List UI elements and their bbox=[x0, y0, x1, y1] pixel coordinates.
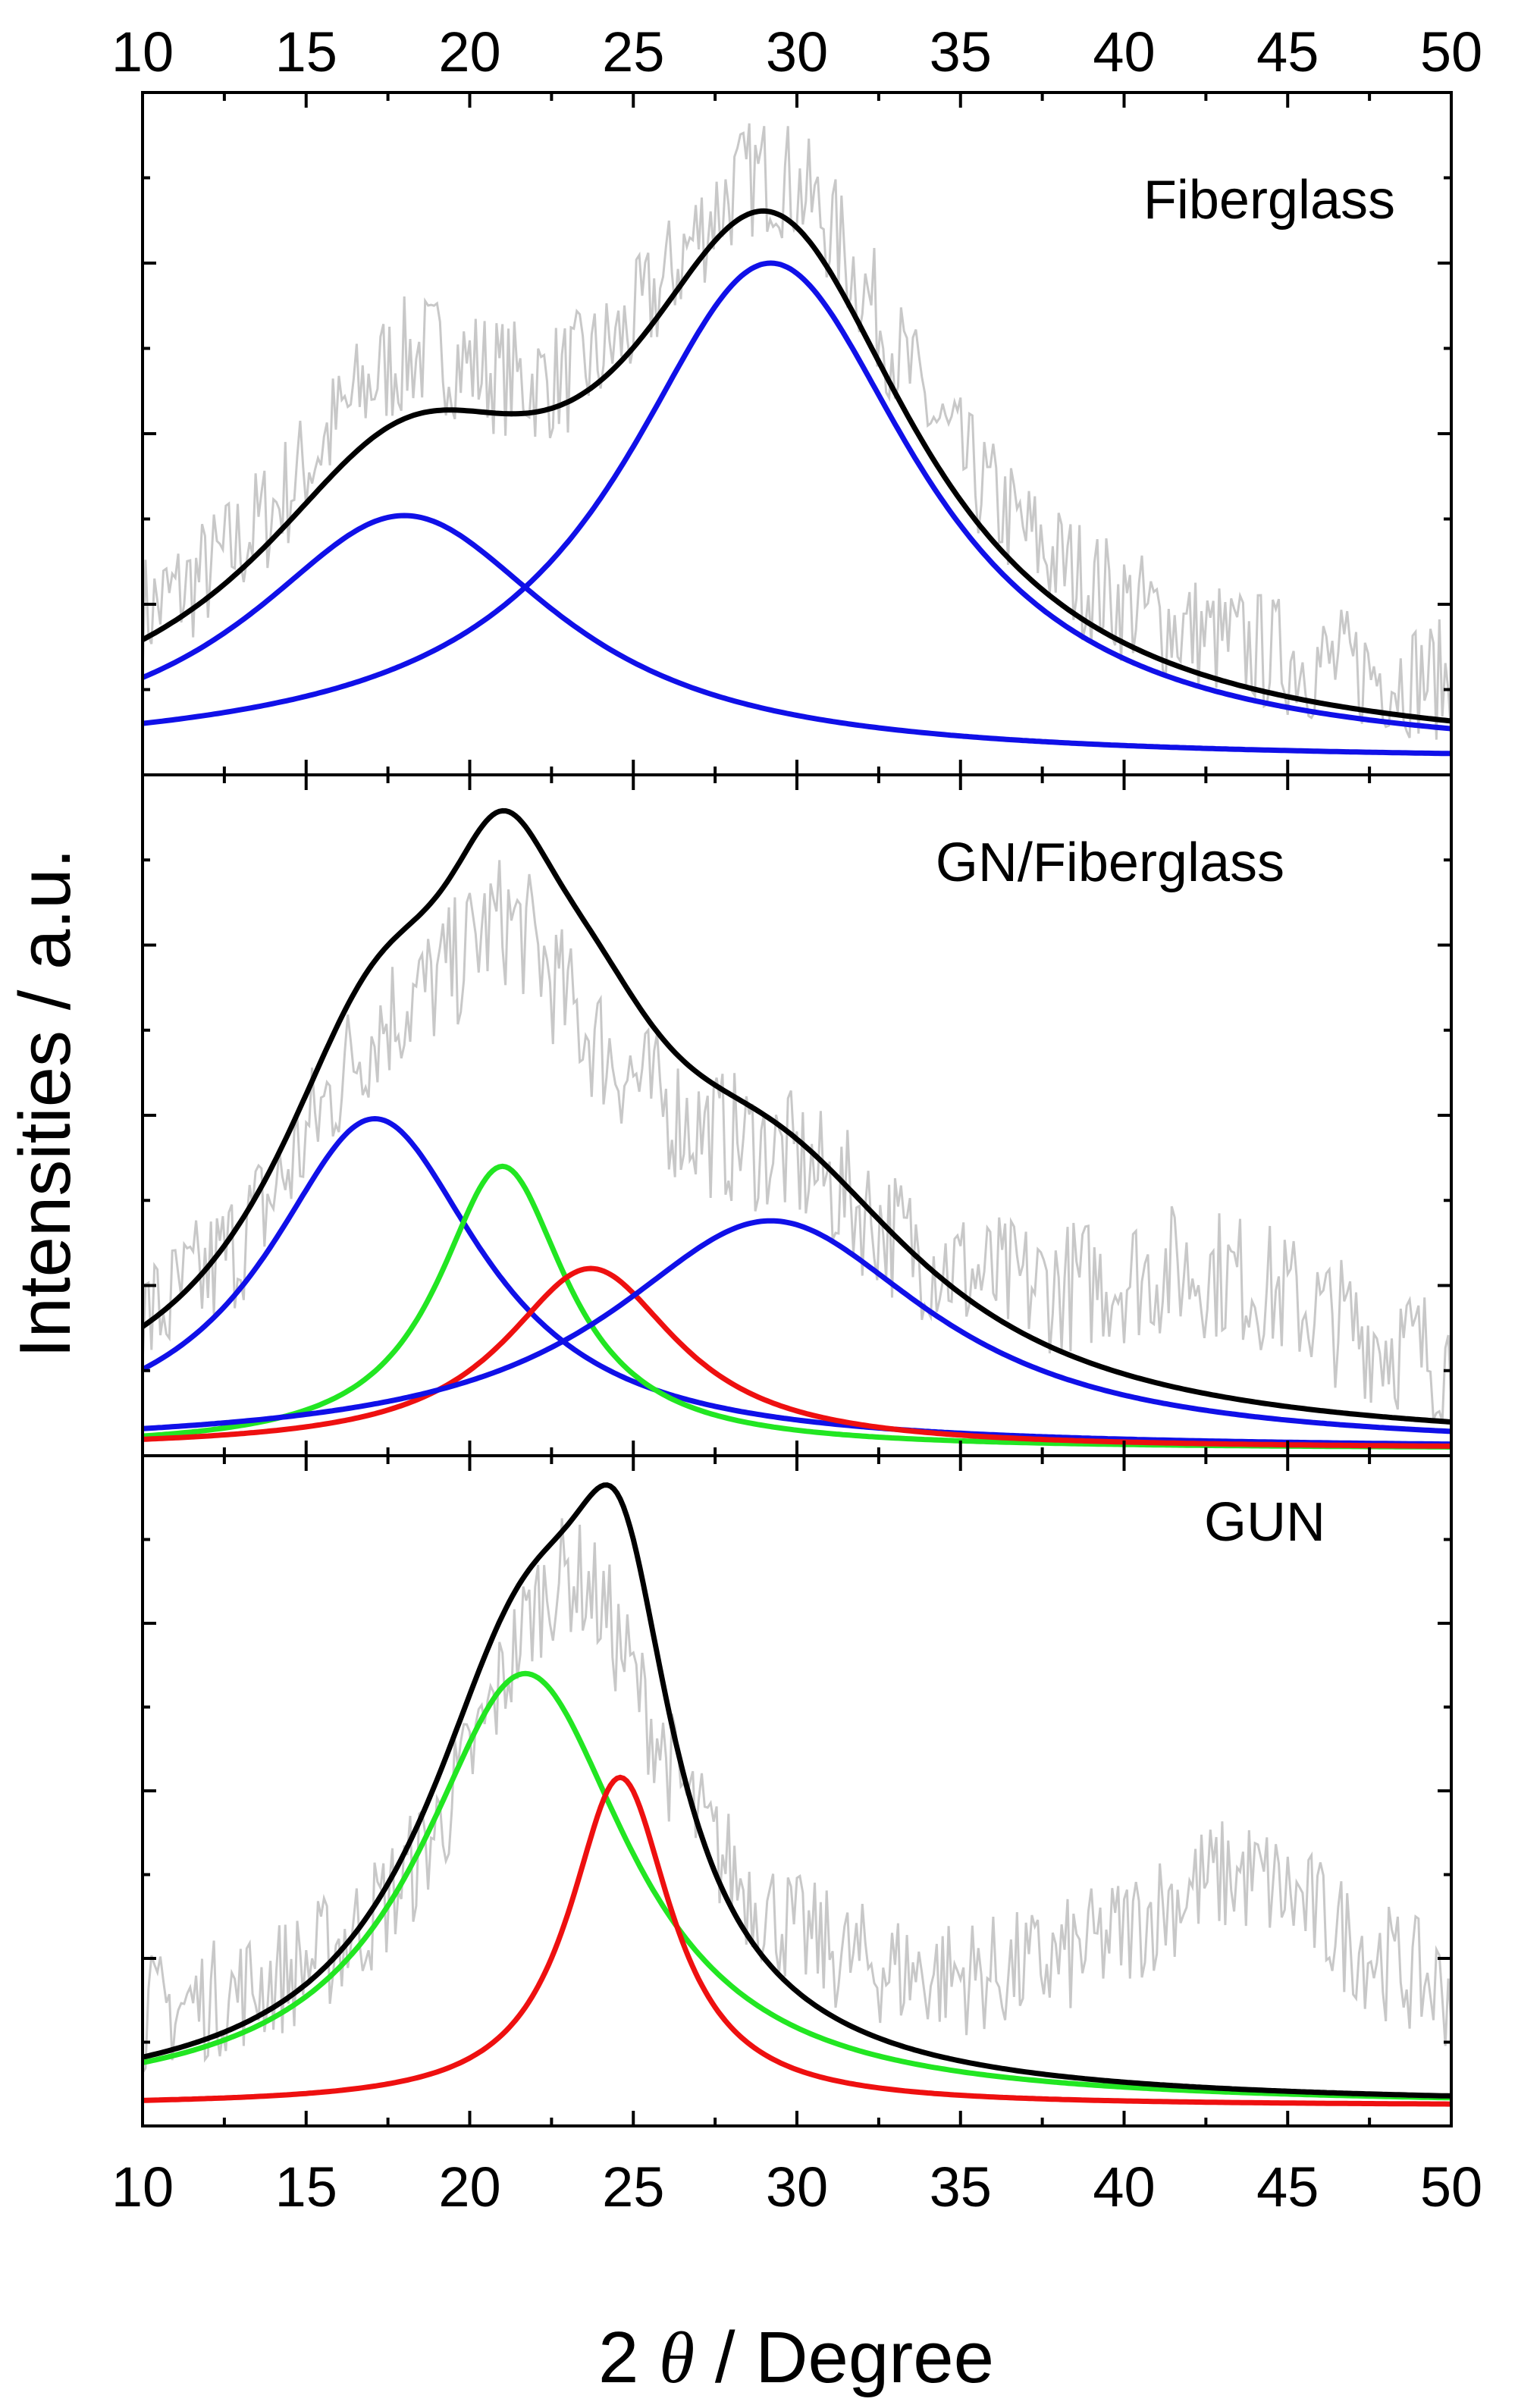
top-x-tick-label: 25 bbox=[602, 20, 664, 83]
bottom-x-tick-label: 40 bbox=[1093, 2156, 1155, 2218]
plot-area-2 bbox=[143, 807, 1451, 1450]
top-x-tick-label: 40 bbox=[1093, 20, 1155, 83]
component-peak-3 bbox=[143, 1265, 1451, 1449]
plot-area-3 bbox=[143, 1482, 1451, 2107]
x-axis-title-suffix: / Degree bbox=[695, 2317, 994, 2398]
x-axis-title: 2 θ / Degree bbox=[598, 2317, 994, 2398]
component-peak-1 bbox=[143, 513, 1451, 757]
x-axis-title-prefix: 2 bbox=[598, 2317, 659, 2398]
raw-data-line bbox=[143, 1518, 1451, 2074]
y-ticks-panel-3 bbox=[143, 1538, 1451, 2044]
fit-envelope-line bbox=[143, 208, 1451, 724]
bottom-x-tick-label: 50 bbox=[1420, 2156, 1482, 2218]
x-ticks-panel-3 bbox=[141, 1456, 1453, 2126]
top-x-tick-label: 50 bbox=[1420, 20, 1482, 83]
bottom-x-tick-label: 25 bbox=[602, 2156, 664, 2218]
y-ticks-panel-1 bbox=[143, 176, 1451, 691]
y-axis-title: Intensities / a.u. bbox=[5, 848, 86, 1358]
top-x-tick-label: 35 bbox=[930, 20, 992, 83]
bottom-x-tick-label: 45 bbox=[1256, 2156, 1319, 2218]
raw-data-line bbox=[143, 860, 1451, 1422]
x-ticks-panel-2 bbox=[141, 775, 1453, 1456]
component-peak-1 bbox=[143, 1115, 1451, 1447]
bottom-x-tick-label: 15 bbox=[275, 2156, 337, 2218]
ticks-layer bbox=[141, 92, 1453, 2126]
panel-label: GN/Fiberglass bbox=[936, 832, 1284, 893]
component-peak-2 bbox=[143, 260, 1451, 732]
panel-label: Fiberglass bbox=[1143, 170, 1395, 230]
bottom-x-tick-label: 30 bbox=[766, 2156, 828, 2218]
raw-data-line bbox=[143, 123, 1451, 740]
bottom-x-tick-labels: 10 15 20 25 30 35 40 45 50 bbox=[111, 2156, 1482, 2218]
top-x-tick-labels: 10 15 20 25 30 35 40 45 50 bbox=[111, 20, 1482, 83]
component-peak-4 bbox=[143, 1218, 1451, 1434]
panel-label: GUN bbox=[1204, 1492, 1325, 1553]
bottom-x-tick-label: 10 bbox=[111, 2156, 174, 2218]
top-x-tick-label: 20 bbox=[438, 20, 500, 83]
panel-2: GN/Fiberglass bbox=[141, 773, 1453, 1457]
y-ticks-panel-2 bbox=[143, 858, 1451, 1372]
component-peak-2 bbox=[143, 1774, 1451, 2107]
component-peak-1 bbox=[143, 1670, 1451, 2101]
bottom-x-tick-label: 35 bbox=[930, 2156, 992, 2218]
bottom-x-tick-label: 20 bbox=[438, 2156, 500, 2218]
top-x-tick-label: 10 bbox=[111, 20, 174, 83]
fit-envelope-line bbox=[143, 1482, 1451, 2099]
top-x-tick-label: 45 bbox=[1256, 20, 1319, 83]
x-ticks-panel-1 bbox=[141, 92, 1453, 775]
top-x-tick-label: 15 bbox=[275, 20, 337, 83]
plot-area-1 bbox=[143, 123, 1451, 757]
fit-envelope-line bbox=[143, 807, 1451, 1425]
top-x-tick-label: 30 bbox=[766, 20, 828, 83]
theta-symbol: θ bbox=[659, 2317, 695, 2398]
